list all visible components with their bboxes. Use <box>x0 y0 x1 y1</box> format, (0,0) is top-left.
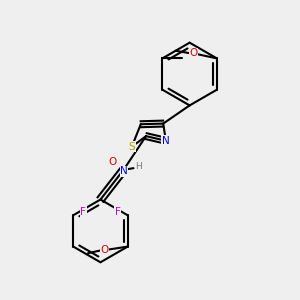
Text: O: O <box>100 245 109 255</box>
Text: F: F <box>115 207 121 217</box>
Text: H: H <box>135 162 142 171</box>
Text: O: O <box>108 157 116 166</box>
Text: N: N <box>120 167 128 176</box>
Text: N: N <box>162 136 170 146</box>
Text: O: O <box>190 48 198 59</box>
Text: F: F <box>80 207 86 217</box>
Text: S: S <box>128 142 135 152</box>
